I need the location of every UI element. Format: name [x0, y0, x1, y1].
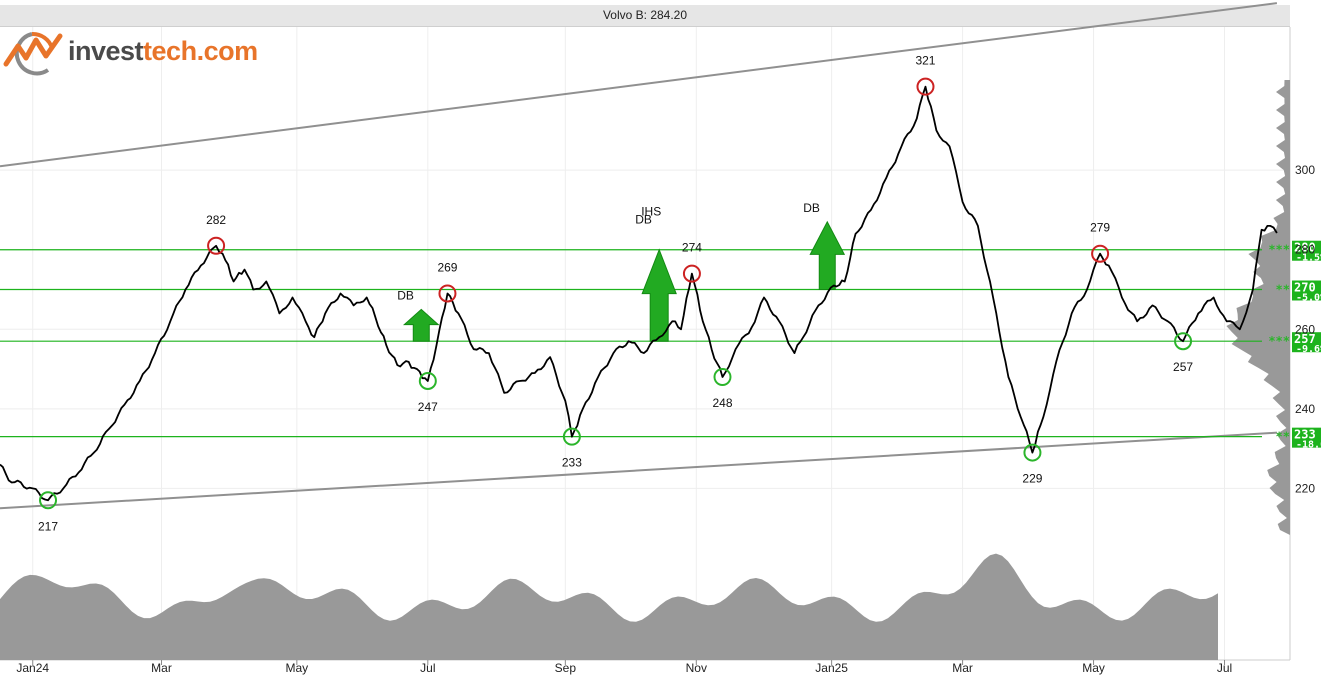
y-tick-260: 260: [1295, 322, 1315, 336]
y-tick-280: 280: [1295, 243, 1315, 257]
extreme-label-6: 248: [712, 396, 732, 410]
extreme-label-10: 257: [1173, 360, 1193, 374]
extreme-label-9: 279: [1090, 221, 1110, 235]
logo-part-2: tech.com: [143, 36, 258, 66]
signal-arrow-2: [641, 248, 677, 342]
logo-wordmark: investtech.com: [68, 36, 258, 67]
trend-line-lower: [0, 431, 1277, 510]
volume-profile: [1226, 80, 1290, 535]
investtech-logo: investtech.com: [2, 28, 272, 78]
chart-title: Volvo B: 284.20: [602, 8, 688, 22]
top-marker-7: [916, 77, 935, 96]
x-tick-8: May: [1082, 661, 1105, 675]
bottom-marker-2: [418, 371, 437, 390]
x-tick-2: May: [286, 661, 309, 675]
x-tick-1: Mar: [151, 661, 172, 675]
bottom-marker-10: [1174, 332, 1193, 351]
chart-title-bar: Volvo B: 284.20: [0, 5, 1290, 27]
signal-arrow-3: [809, 220, 846, 290]
support-pct-0: -1.5%: [1296, 253, 1321, 264]
y-tick-300: 300: [1295, 163, 1315, 177]
x-tick-5: Nov: [686, 661, 707, 675]
x-axis: Jan24 Mar May Jul Sep Nov Jan25 Mar May Jul: [16, 660, 1232, 675]
y-tick-220: 220: [1295, 481, 1315, 495]
support-pct-1: -5.0%: [1296, 293, 1321, 304]
support-tag-1: [1292, 280, 1321, 301]
support-stars-1: **: [1276, 283, 1290, 297]
grid-lines: [0, 27, 1291, 661]
support-tag-3: [1292, 427, 1321, 448]
volume-area: [0, 553, 1218, 660]
extreme-label-0: 217: [38, 519, 58, 533]
signal-label-2: DB: [635, 213, 652, 227]
bottom-marker-6: [713, 368, 732, 386]
extreme-label-2: 247: [418, 400, 438, 414]
top-marker-5: [682, 264, 701, 283]
price-line: [0, 85, 1278, 502]
extreme-label-4: 233: [562, 456, 582, 470]
extreme-label-3: 269: [437, 260, 457, 274]
trend-channel: [0, 2, 1278, 510]
extreme-markers: 217 282 247 269 233 274 248 321 229 279 257: [38, 54, 1193, 534]
signal-arrow-0: [402, 308, 440, 342]
support-level-3: 233: [1294, 428, 1316, 442]
extreme-label-7: 321: [915, 54, 935, 68]
support-level-1: 270: [1294, 281, 1316, 295]
bottom-marker-8: [1023, 443, 1042, 462]
support-tag-0: [1292, 240, 1321, 261]
support-level-2: 257: [1294, 332, 1316, 346]
top-marker-3: [438, 284, 457, 303]
x-tick-3: Jul: [420, 661, 435, 675]
volume-panel: [0, 553, 1218, 660]
extreme-label-1: 282: [206, 213, 226, 227]
price-series: [0, 85, 1278, 502]
top-marker-9: [1091, 244, 1110, 263]
investtech-logo-icon: [3, 32, 63, 76]
extreme-label-8: 229: [1022, 472, 1042, 486]
support-stars-3: **: [1276, 430, 1290, 444]
extreme-label-5: 274: [682, 241, 702, 255]
bottom-marker-0: [39, 491, 58, 510]
support-pct-3: -18.0%: [1296, 440, 1321, 451]
signal-label-1: IHS: [641, 205, 661, 219]
support-stars-0: ***: [1268, 243, 1290, 257]
top-marker-1: [207, 236, 226, 255]
x-tick-0: Jan24: [16, 661, 49, 675]
x-tick-4: Sep: [555, 661, 577, 675]
y-tick-240: 240: [1295, 402, 1315, 416]
x-tick-7: Mar: [952, 661, 973, 675]
logo-part-1: invest: [68, 36, 144, 66]
signal-label-0: DB: [397, 288, 414, 302]
support-level-0: 280: [1294, 241, 1316, 255]
trend-line-upper: [0, 2, 1278, 168]
y-axis: 220 240 260 280 300: [1295, 163, 1315, 495]
signal-label-3: DB: [803, 201, 820, 215]
support-tag-2: [1292, 332, 1321, 353]
bottom-marker-4: [562, 427, 581, 446]
x-tick-9: Jul: [1217, 661, 1232, 675]
x-tick-6: Jan25: [815, 661, 848, 675]
support-stars-2: ***: [1268, 334, 1290, 348]
volume-profile-shape: [1226, 80, 1290, 535]
support-pct-2: -9.6%: [1296, 344, 1321, 355]
